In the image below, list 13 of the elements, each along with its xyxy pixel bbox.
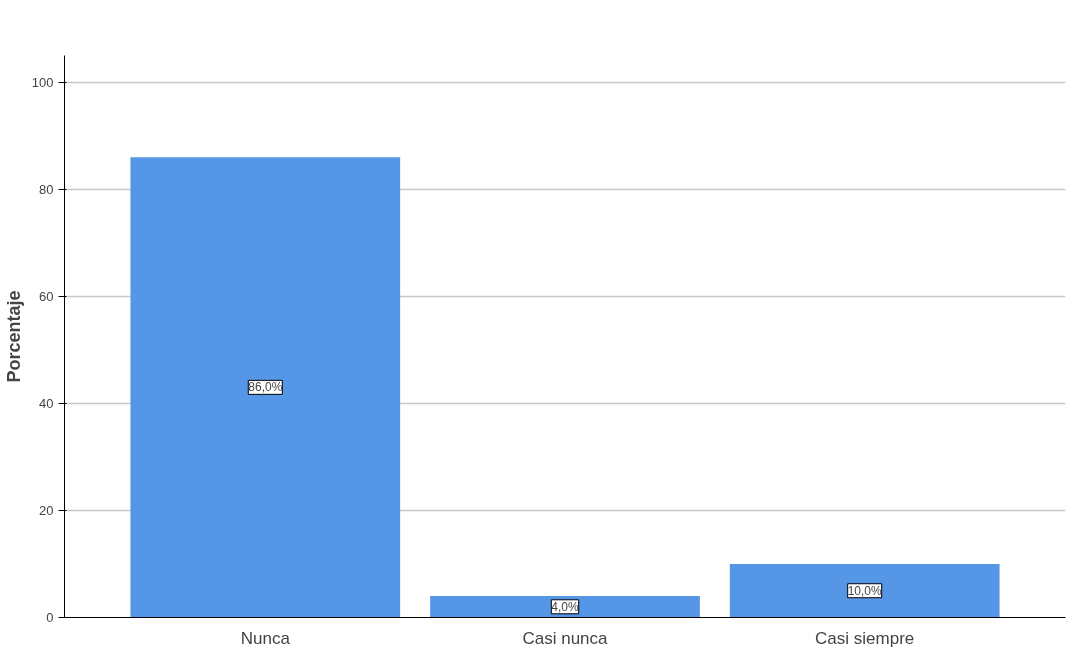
y-axis-title: Porcentaje (3, 290, 24, 383)
y-tick-label: 20 (39, 502, 54, 518)
bar (729, 563, 1000, 618)
y-tick-label: 100 (31, 74, 54, 90)
x-tick-label: Casi nunca (522, 628, 609, 648)
y-tick-label: 80 (39, 181, 54, 197)
x-tick-label: Casi siempre (815, 628, 915, 648)
y-tick-label: 40 (39, 395, 54, 411)
x-tick-label: Nunca (240, 628, 291, 648)
y-tick-label: 60 (39, 288, 54, 304)
bar (130, 157, 401, 618)
y-tick-label: 0 (46, 610, 54, 625)
bar (430, 596, 700, 618)
